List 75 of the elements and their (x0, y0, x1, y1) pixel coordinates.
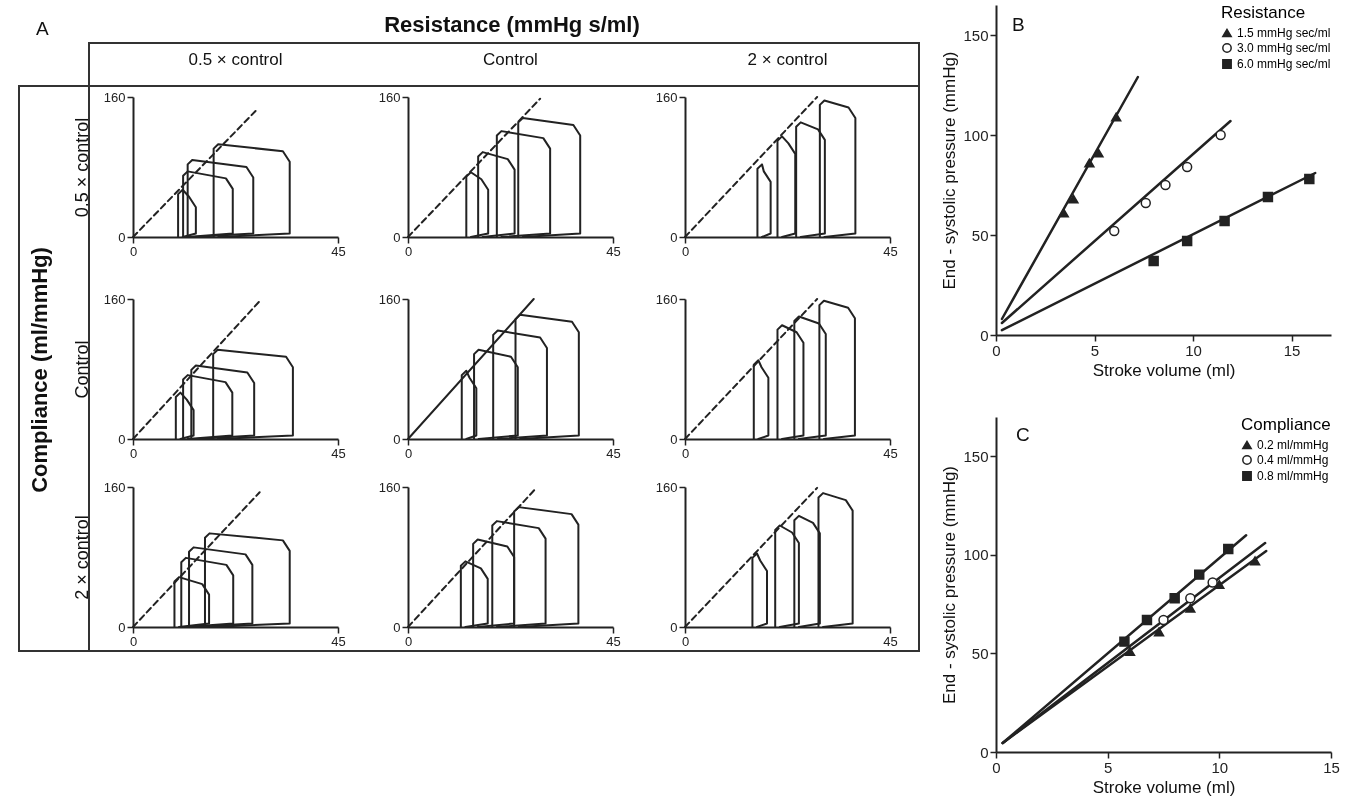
x-tick-label: 15 (1323, 758, 1340, 776)
y-tick-label: 160 (378, 479, 401, 495)
x-tick-label: 5 (1103, 758, 1113, 776)
y-axis-title: Control (71, 340, 92, 399)
x-tick-label: 0 (129, 445, 138, 461)
y-tick-label: 0 (393, 229, 401, 245)
x-tick-label: 0 (404, 243, 413, 259)
text: Compliance (ml/mmHg) (27, 247, 53, 493)
y-tick-label: 150 (963, 26, 989, 44)
x-tick-label: 0 (992, 758, 1001, 776)
y-tick-label: 160 (655, 291, 678, 307)
chart-title: Control (483, 50, 538, 69)
y-tick-label: 150 (963, 447, 989, 465)
x-axis-title: Stroke volume (ml) (1092, 777, 1236, 797)
y-tick-label: 160 (655, 89, 678, 105)
legend-label: 6.0 mmHg sec/ml (1237, 57, 1331, 71)
x-tick-label: 10 (1185, 341, 1202, 359)
y-tick-label: 0 (118, 431, 126, 447)
y-tick-label: 0 (393, 431, 401, 447)
x-tick-label: 0 (129, 243, 138, 259)
y-tick-label: 160 (103, 89, 126, 105)
y-tick-label: 160 (378, 291, 401, 307)
y-tick-label: 160 (378, 89, 401, 105)
y-tick-label: 0 (670, 431, 678, 447)
x-tick-label: 45 (606, 243, 621, 259)
x-tick-label: 0 (404, 633, 413, 649)
legend-label: 0.2 ml/mmHg (1257, 438, 1329, 452)
x-tick-label: 45 (883, 243, 898, 259)
legend-label: 3.0 mmHg sec/ml (1237, 41, 1331, 55)
x-tick-label: 45 (331, 633, 346, 649)
y-tick-label: 0 (118, 229, 126, 245)
x-tick-label: 15 (1283, 341, 1301, 359)
x-tick-label: 0 (681, 445, 690, 461)
y-tick-label: 0 (393, 619, 401, 635)
x-tick-label: 0 (992, 341, 1001, 359)
y-tick-label: 160 (655, 479, 678, 495)
chart-title: 0.5 × control (188, 50, 283, 69)
y-tick-label: 160 (103, 291, 126, 307)
y-tick-label: 160 (103, 479, 126, 495)
x-tick-label: 0 (681, 633, 690, 649)
legend-label: 0.4 ml/mmHg (1257, 453, 1329, 467)
annotation: B (1012, 14, 1025, 36)
text: A (36, 18, 49, 40)
legend-title: Compliance (1241, 415, 1331, 434)
text: Resistance (mmHg s/ml) (384, 12, 640, 38)
x-tick-label: 45 (331, 243, 346, 259)
x-tick-label: 45 (883, 445, 898, 461)
y-tick-label: 100 (963, 126, 989, 144)
chart-title: 2 × control (747, 50, 828, 69)
x-tick-label: 45 (883, 633, 898, 649)
x-tick-label: 0 (129, 633, 138, 649)
y-tick-label: 100 (963, 546, 989, 564)
y-axis-title: End - systolic pressure (mmHg) (940, 51, 960, 290)
x-axis-title: Stroke volume (ml) (1092, 360, 1236, 380)
y-tick-label: 0 (670, 229, 678, 245)
y-axis-title: 0.5 × control (71, 117, 92, 218)
x-tick-label: 45 (606, 633, 621, 649)
annotation: C (1016, 424, 1030, 446)
y-tick-label: 0 (980, 743, 989, 761)
y-axis-title: 2 × control (71, 515, 92, 600)
legend-label: 0.8 ml/mmHg (1257, 469, 1329, 483)
legend-title: Resistance (1221, 3, 1306, 22)
x-tick-label: 0 (681, 243, 690, 259)
x-tick-label: 45 (331, 445, 346, 461)
x-tick-label: 5 (1090, 341, 1100, 359)
legend-label: 1.5 mmHg sec/ml (1237, 26, 1331, 40)
x-tick-label: 0 (404, 445, 413, 461)
y-tick-label: 0 (118, 619, 126, 635)
y-tick-label: 50 (971, 226, 989, 244)
x-tick-label: 10 (1211, 758, 1229, 776)
y-tick-label: 50 (971, 644, 989, 662)
y-tick-label: 0 (670, 619, 678, 635)
x-tick-label: 45 (606, 445, 621, 461)
y-axis-title: End - systolic pressure (mmHg) (940, 465, 960, 705)
y-tick-label: 0 (980, 326, 989, 344)
